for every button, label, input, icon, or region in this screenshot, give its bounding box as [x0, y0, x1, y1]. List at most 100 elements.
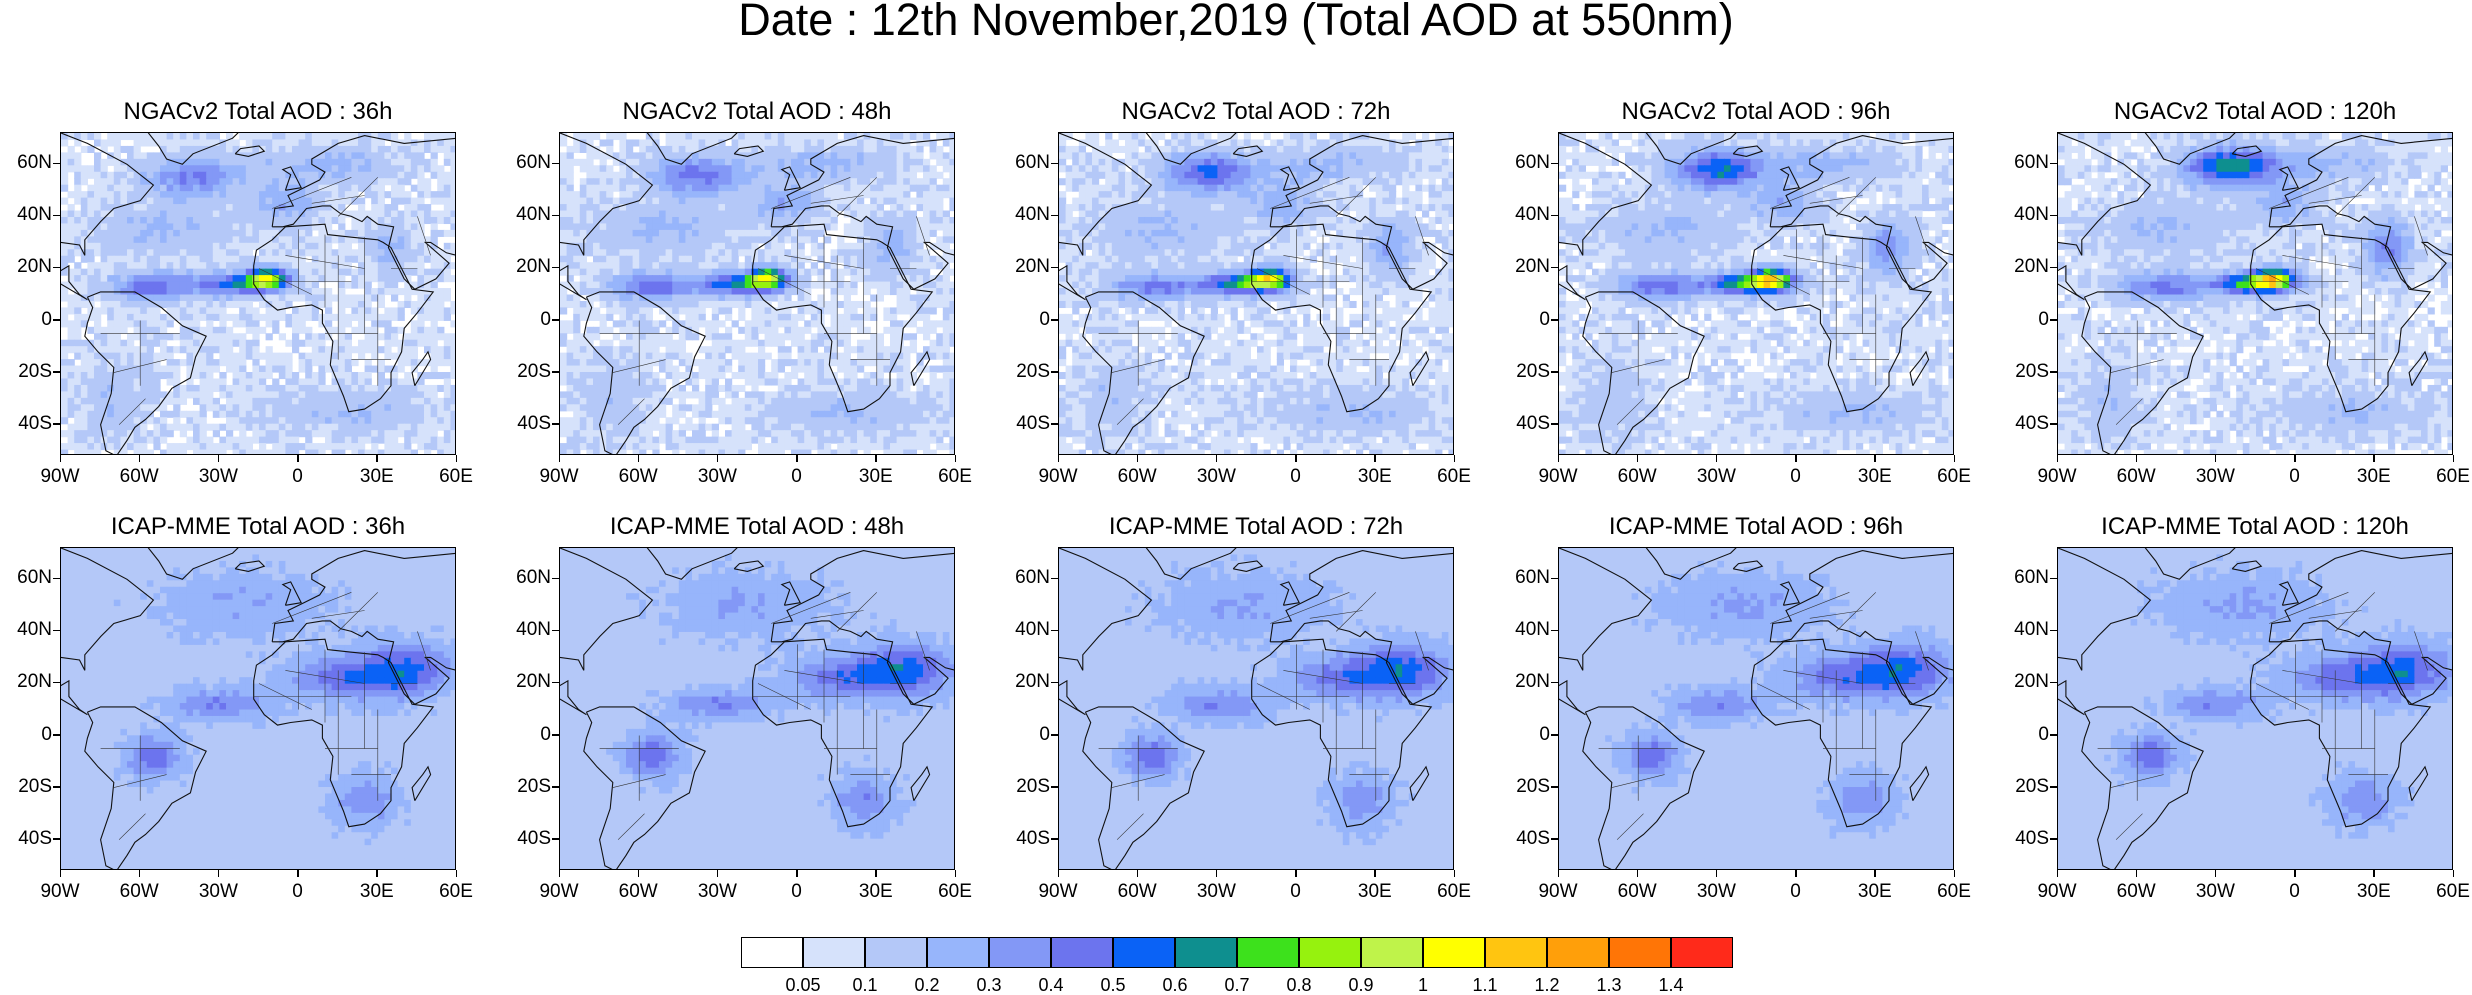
longitude-tick-mark [1637, 455, 1639, 462]
longitude-tick-label: 30E [1345, 467, 1405, 487]
longitude-tick-mark [1295, 455, 1297, 462]
longitude-tick-label: 60E [925, 467, 985, 487]
latitude-tick-mark [53, 215, 60, 217]
latitude-tick-label: 60N [2001, 568, 2049, 588]
longitude-tick-label: 0 [2265, 882, 2325, 902]
latitude-tick-label: 0 [1502, 725, 1550, 745]
longitude-tick-label: 0 [2265, 467, 2325, 487]
latitude-tick-label: 20N [2001, 257, 2049, 277]
latitude-tick-label: 60N [503, 568, 551, 588]
latitude-tick-mark [552, 319, 559, 321]
latitude-tick-label: 60N [2001, 153, 2049, 173]
latitude-tick-label: 40N [1502, 205, 1550, 225]
latitude-tick-label: 20S [503, 777, 551, 797]
longitude-tick-mark [1058, 870, 1060, 877]
longitude-tick-label: 30W [188, 882, 248, 902]
panel-title: NGACv2 Total AOD : 48h [499, 98, 1015, 126]
longitude-tick-mark [2136, 455, 2138, 462]
colorbar-label: 0.8 [1269, 975, 1329, 995]
latitude-tick-label: 40S [1502, 414, 1550, 434]
latitude-tick-label: 40S [4, 829, 52, 849]
latitude-tick-mark [1551, 319, 1558, 321]
longitude-tick-mark [1454, 870, 1456, 877]
latitude-tick-label: 20N [4, 257, 52, 277]
latitude-tick-mark [1051, 267, 1058, 269]
latitude-tick-mark [53, 578, 60, 580]
latitude-tick-mark [1051, 630, 1058, 632]
longitude-tick-label: 30E [2344, 467, 2404, 487]
latitude-tick-mark [2050, 267, 2057, 269]
latitude-tick-mark [53, 682, 60, 684]
map-canvas [61, 548, 456, 870]
aod-field [2058, 548, 2453, 870]
map-frame [1558, 132, 1954, 455]
longitude-tick-mark [218, 870, 220, 877]
colorbar-label: 0.05 [773, 975, 833, 995]
latitude-tick-label: 60N [1002, 153, 1050, 173]
longitude-tick-mark [1374, 455, 1376, 462]
latitude-tick-mark [53, 630, 60, 632]
panel-title: ICAP-MME Total AOD : 48h [499, 513, 1015, 541]
longitude-tick-mark [2057, 870, 2059, 877]
map-frame [60, 132, 456, 455]
latitude-tick-label: 60N [1502, 568, 1550, 588]
colorbar-label: 1.2 [1517, 975, 1577, 995]
longitude-tick-label: 30W [687, 467, 747, 487]
latitude-tick-label: 20N [503, 672, 551, 692]
figure-title: Date : 12th November,2019 (Total AOD at … [0, 0, 2472, 46]
latitude-tick-label: 0 [1002, 725, 1050, 745]
longitude-tick-label: 60W [608, 882, 668, 902]
latitude-tick-mark [552, 163, 559, 165]
latitude-tick-label: 40N [2001, 620, 2049, 640]
latitude-tick-mark [2050, 423, 2057, 425]
latitude-tick-mark [2050, 838, 2057, 840]
longitude-tick-mark [1637, 870, 1639, 877]
longitude-tick-label: 60W [1607, 882, 1667, 902]
longitude-tick-mark [139, 870, 141, 877]
latitude-tick-label: 40N [2001, 205, 2049, 225]
longitude-tick-mark [2453, 870, 2455, 877]
colorbar-label: 1.3 [1579, 975, 1639, 995]
latitude-tick-mark [552, 215, 559, 217]
longitude-tick-label: 60E [925, 882, 985, 902]
colorbar-swatch [1361, 937, 1423, 968]
longitude-tick-mark [2215, 870, 2217, 877]
longitude-tick-label: 60W [109, 882, 169, 902]
longitude-tick-mark [796, 455, 798, 462]
longitude-tick-label: 90W [1028, 467, 1088, 487]
latitude-tick-label: 20S [1002, 777, 1050, 797]
aod-field [1559, 548, 1954, 870]
latitude-tick-label: 40S [503, 829, 551, 849]
latitude-tick-mark [1051, 578, 1058, 580]
longitude-tick-label: 0 [268, 467, 328, 487]
latitude-tick-mark [1551, 215, 1558, 217]
longitude-tick-label: 0 [1766, 467, 1826, 487]
latitude-tick-mark [1051, 682, 1058, 684]
longitude-tick-label: 30E [846, 467, 906, 487]
longitude-tick-label: 60W [2106, 882, 2166, 902]
latitude-tick-label: 40S [503, 414, 551, 434]
colorbar-swatch [1609, 937, 1671, 968]
longitude-tick-mark [796, 870, 798, 877]
latitude-tick-mark [552, 786, 559, 788]
latitude-tick-label: 20S [503, 362, 551, 382]
longitude-tick-mark [638, 455, 640, 462]
longitude-tick-mark [456, 455, 458, 462]
longitude-tick-mark [559, 870, 561, 877]
latitude-tick-label: 20N [1502, 257, 1550, 277]
latitude-tick-label: 40N [1502, 620, 1550, 640]
longitude-tick-mark [1137, 870, 1139, 877]
longitude-tick-label: 30E [1845, 882, 1905, 902]
latitude-tick-mark [1051, 371, 1058, 373]
aod-field [560, 133, 955, 455]
latitude-tick-label: 40N [1002, 205, 1050, 225]
colorbar-swatch [1175, 937, 1237, 968]
latitude-tick-mark [1551, 734, 1558, 736]
longitude-tick-mark [2136, 870, 2138, 877]
longitude-tick-label: 0 [767, 882, 827, 902]
longitude-tick-mark [2057, 455, 2059, 462]
longitude-tick-mark [2294, 870, 2296, 877]
latitude-tick-label: 40S [2001, 414, 2049, 434]
latitude-tick-mark [2050, 163, 2057, 165]
latitude-tick-mark [53, 734, 60, 736]
